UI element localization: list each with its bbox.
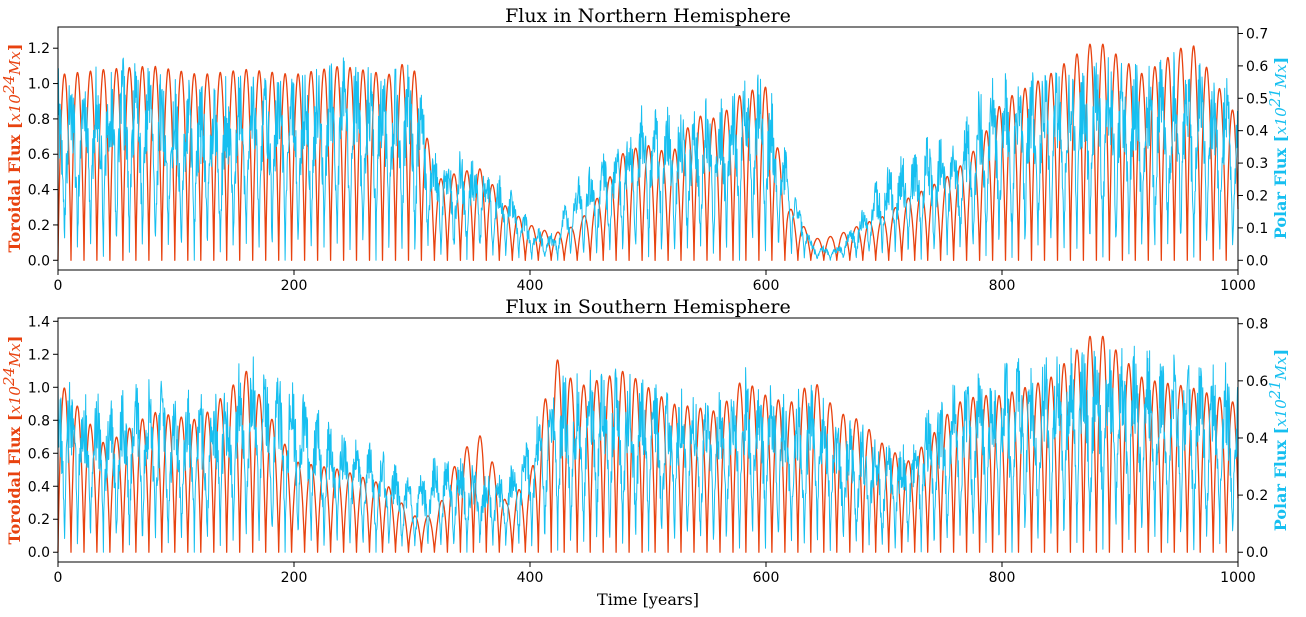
toroidal-label-text: Toroidal Flux	[5, 421, 24, 544]
south-xtick-label: 600	[753, 570, 780, 586]
polar-label-text: Polar Flux	[1271, 434, 1290, 531]
toroidal-label-close: ]	[5, 336, 24, 344]
south-ytick-left-label: 0.4	[28, 479, 50, 495]
polar-label-open: [	[1271, 135, 1290, 143]
north-ytick-right-label: 0.2	[1246, 188, 1268, 204]
south-ytick-left-label: 0.0	[28, 545, 50, 561]
south-xtick-label: 400	[517, 570, 544, 586]
south-axes-frame	[57, 317, 1239, 563]
south-ytick-right-label: 0.6	[1246, 374, 1268, 390]
south-polar-flux-line	[57, 345, 1239, 553]
south-ticks: 0 200 400 600 800 1000 0.0 0.2 0.4 0.6 0.8 1.0 1.2 1.…	[28, 314, 1269, 586]
south-polar-axis-label: Polar Flux [x1021Mx]	[1266, 349, 1290, 532]
south-ytick-left-label: 0.2	[28, 512, 50, 528]
x-axis-label: Time [years]	[597, 590, 699, 609]
polar-label-exp: 21	[1266, 380, 1284, 400]
panel-north: Flux in Northern Hemisphere 0 200 400 600 80…	[0, 5, 1290, 294]
south-ytick-left-label: 1.2	[28, 347, 50, 363]
polar-label-close: ]	[1271, 349, 1290, 357]
north-xtick-label: 600	[753, 278, 780, 294]
north-ytick-left-label: 1.0	[28, 77, 50, 93]
south-title: Flux in Southern Hemisphere	[505, 296, 790, 318]
north-xtick-label: 0	[54, 278, 63, 294]
south-ytick-left-label: 0.8	[28, 413, 50, 429]
north-xtick-label: 400	[517, 278, 544, 294]
north-plot-area	[57, 43, 1239, 261]
polar-label-open: [	[1271, 427, 1290, 435]
toroidal-label-open: [	[5, 414, 24, 422]
south-ytick-left-label: 1.4	[28, 314, 50, 330]
north-ytick-right-label: 0.1	[1246, 221, 1268, 237]
toroidal-label-unit: x10	[6, 386, 24, 414]
north-ytick-right-label: 0.0	[1246, 253, 1268, 269]
south-toroidal-axis-label: Toroidal Flux [x1024Mx]	[0, 336, 24, 545]
north-ytick-left-label: 1.2	[28, 41, 50, 57]
north-axes-frame	[57, 26, 1239, 271]
south-ytick-right-label: 0.0	[1246, 545, 1268, 561]
north-ytick-left-label: 0.6	[28, 147, 50, 163]
north-ytick-left-label: 0.8	[28, 112, 50, 128]
toroidal-label-close: ]	[5, 44, 24, 52]
north-ytick-right-label: 0.6	[1246, 59, 1268, 75]
north-ytick-left-label: 0.0	[28, 253, 50, 269]
toroidal-label-unit: x10	[6, 94, 24, 122]
north-ticks: 0 200 400 600 800 1000 0.0 0.2 0.4 0.6 0.8 1.0 1.2 0.…	[28, 26, 1269, 294]
north-ytick-right-label: 0.5	[1246, 91, 1268, 107]
south-ytick-right-label: 0.8	[1246, 317, 1268, 333]
north-polar-axis-label: Polar Flux [x1021Mx]	[1266, 57, 1290, 240]
north-ytick-right-label: 0.4	[1246, 124, 1268, 140]
toroidal-label-exp: 24	[0, 75, 18, 95]
toroidal-label-exp: 24	[0, 367, 18, 387]
north-ytick-right-label: 0.3	[1246, 156, 1268, 172]
polar-label-text: Polar Flux	[1271, 142, 1290, 239]
north-xtick-label: 200	[281, 278, 308, 294]
north-ytick-left-label: 0.2	[28, 218, 50, 234]
south-xtick-label: 200	[281, 570, 308, 586]
north-title: Flux in Northern Hemisphere	[505, 5, 791, 27]
north-toroidal-axis-label: Toroidal Flux [x1024Mx]	[0, 44, 24, 253]
north-ytick-right-label: 0.7	[1246, 26, 1268, 42]
north-xtick-label: 1000	[1220, 278, 1256, 294]
polar-label-close: ]	[1271, 57, 1290, 65]
south-xtick-label: 0	[54, 570, 63, 586]
polar-label-exp: 21	[1266, 88, 1284, 108]
polar-label-unit: x10	[1272, 107, 1290, 135]
north-xtick-label: 800	[989, 278, 1016, 294]
toroidal-label-open: [	[5, 122, 24, 130]
toroidal-label-text: Toroidal Flux	[5, 129, 24, 252]
south-ytick-left-label: 1.0	[28, 380, 50, 396]
south-xtick-label: 1000	[1220, 570, 1256, 586]
toroidal-label-unit2: Mx	[6, 343, 24, 368]
south-plot-area	[57, 335, 1239, 553]
toroidal-label-unit2: Mx	[6, 51, 24, 76]
panel-south: Flux in Southern Hemisphere 0 200 400 600 80…	[0, 296, 1290, 609]
south-ytick-right-label: 0.4	[1246, 431, 1268, 447]
polar-label-unit2: Mx	[1272, 356, 1290, 381]
south-xtick-label: 800	[989, 570, 1016, 586]
north-polar-flux-line	[57, 52, 1239, 261]
polar-label-unit: x10	[1272, 399, 1290, 427]
polar-label-unit2: Mx	[1272, 64, 1290, 89]
south-ytick-right-label: 0.2	[1246, 488, 1268, 504]
north-ytick-left-label: 0.4	[28, 183, 50, 199]
south-ytick-left-label: 0.6	[28, 446, 50, 462]
